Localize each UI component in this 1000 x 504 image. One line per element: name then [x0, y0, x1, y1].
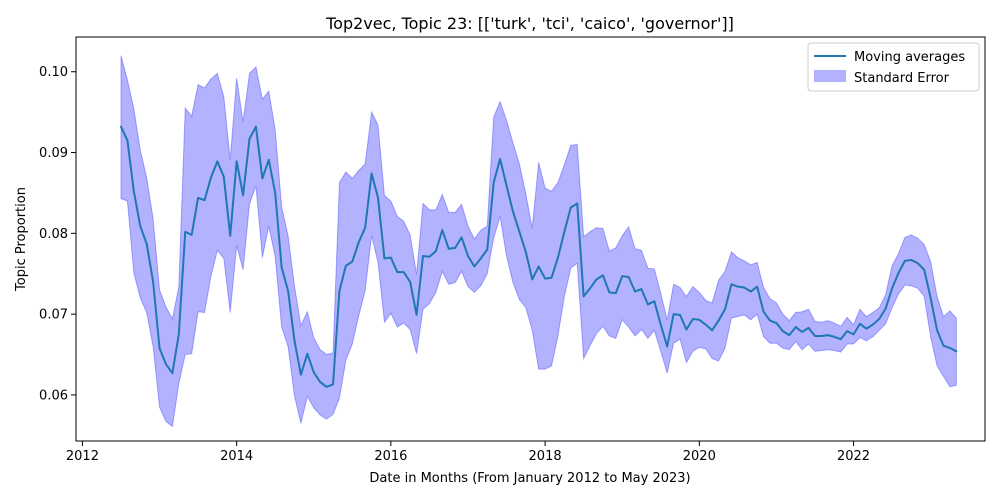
plot-frame: [75, 36, 986, 442]
y-tick-label: 0.06: [39, 388, 68, 403]
standard-error-band-layer: [120, 55, 957, 428]
x-tick-label: 2014: [220, 449, 253, 464]
x-tick-label: 2016: [374, 449, 407, 464]
legend-band-swatch: [814, 70, 846, 82]
y-axis-label: Topic Proportion: [14, 187, 29, 292]
y-tick-label: 0.09: [39, 146, 68, 161]
y-tick-label: 0.08: [39, 227, 68, 242]
standard-error-band: [120, 55, 957, 428]
plot-background: [76, 37, 985, 441]
chart-title: Top2vec, Topic 23: [['turk', 'tci', 'cai…: [325, 14, 734, 33]
x-axis-label: Date in Months (From January 2012 to May…: [369, 471, 690, 486]
x-tick-label: 2022: [837, 449, 870, 464]
moving-average-line: [119, 125, 958, 388]
y-tick-label: 0.07: [39, 308, 68, 323]
x-tick-label: 2020: [683, 449, 716, 464]
x-tick-label: 2018: [529, 449, 562, 464]
legend-label-standard-error: Standard Error: [854, 71, 950, 86]
x-tick-label: 2012: [66, 449, 99, 464]
moving-average-line-layer: [119, 125, 958, 388]
legend-box: [807, 42, 980, 92]
y-axis: 0.06 0.07 0.08 0.09 0.10: [39, 65, 76, 403]
plot-area: [75, 36, 986, 442]
legend: Moving averages Standard Error: [807, 42, 980, 92]
x-axis: 2012 2014 2016 2018 2020 2022: [66, 441, 870, 464]
y-tick-label: 0.10: [39, 65, 68, 80]
legend-label-moving-averages: Moving averages: [854, 50, 965, 65]
